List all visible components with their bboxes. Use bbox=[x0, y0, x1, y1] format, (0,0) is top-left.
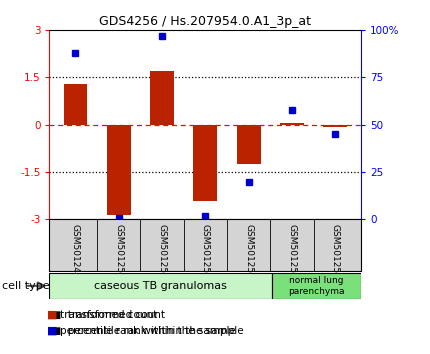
Text: GSM501250: GSM501250 bbox=[114, 224, 123, 279]
Text: GSM501249: GSM501249 bbox=[71, 224, 80, 278]
Text: ■: ■ bbox=[47, 326, 58, 336]
Bar bbox=[150, 71, 174, 125]
Text: ■  percentile rank within the sample: ■ percentile rank within the sample bbox=[45, 326, 244, 336]
Text: normal lung
parenchyma: normal lung parenchyma bbox=[289, 276, 345, 296]
Bar bbox=[237, 125, 261, 164]
Bar bbox=[280, 122, 304, 125]
Text: GSM501255: GSM501255 bbox=[331, 224, 340, 279]
Bar bbox=[107, 125, 131, 215]
Text: transformed count: transformed count bbox=[60, 310, 157, 320]
Text: GSM501252: GSM501252 bbox=[201, 224, 210, 278]
Bar bbox=[64, 84, 87, 125]
Bar bbox=[272, 273, 361, 299]
Text: ■: ■ bbox=[47, 310, 58, 320]
Text: caseous TB granulomas: caseous TB granulomas bbox=[94, 281, 227, 291]
Bar bbox=[194, 125, 217, 200]
Text: ■  transformed count: ■ transformed count bbox=[45, 310, 165, 320]
Text: cell type: cell type bbox=[2, 281, 50, 291]
Title: GDS4256 / Hs.207954.0.A1_3p_at: GDS4256 / Hs.207954.0.A1_3p_at bbox=[99, 15, 311, 28]
Bar bbox=[49, 273, 272, 299]
Text: GSM501254: GSM501254 bbox=[287, 224, 296, 278]
Text: GSM501253: GSM501253 bbox=[244, 224, 253, 279]
Text: percentile rank within the sample: percentile rank within the sample bbox=[60, 326, 236, 336]
Bar bbox=[323, 125, 347, 127]
Text: GSM501251: GSM501251 bbox=[157, 224, 166, 279]
